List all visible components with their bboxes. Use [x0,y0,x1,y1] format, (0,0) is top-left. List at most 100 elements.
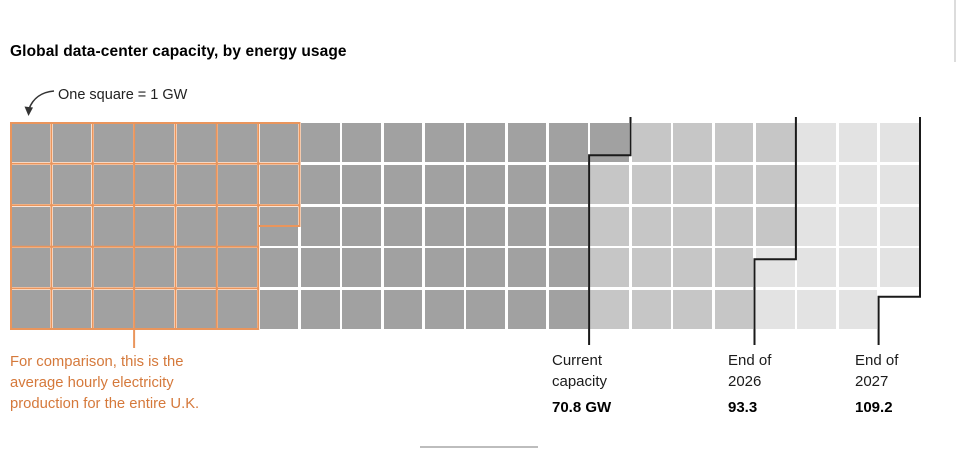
waffle-cell [383,289,423,329]
waffle-cell [673,164,712,204]
scrollbar-artifact-bottom [420,446,538,448]
waffle-cell [797,248,836,288]
waffle-cell [714,248,754,288]
waffle-cell [507,164,547,204]
waffle-cell [94,164,133,204]
waffle-cell [218,164,257,204]
waffle-cell [466,289,506,329]
waffle-cell [135,248,175,288]
waffle-cell [549,248,588,288]
waffle-cell [424,123,464,163]
scrollbar-artifact-right [954,0,956,62]
waffle-cell [838,248,878,288]
waffle-cell [259,164,299,204]
waffle-cell [342,164,381,204]
waffle-cell [673,123,712,163]
waffle-cell [52,123,92,163]
square-legend-note: One square = 1 GW [58,87,188,103]
waffle-cell [176,206,216,246]
waffle-cell [259,206,299,246]
waffle-cell [549,123,588,163]
marker-end-2027: End of 2027 109.2 [855,350,898,418]
waffle-cell [755,206,795,246]
marker-label-line: 2027 [855,373,889,390]
waffle-cell [300,123,340,163]
waffle-cell [838,123,878,163]
marker-end-2026: End of 2026 93.3 [728,350,771,418]
waffle-cell [755,248,795,288]
marker-label-line: End of [728,352,772,369]
waffle-cell [11,289,51,329]
waffle-cell [631,289,671,329]
one-square-arrowhead-icon [24,106,33,116]
waffle-cell [94,289,133,329]
marker-current-capacity: Current capacity 70.8 GW [552,350,611,418]
waffle-cell [424,289,464,329]
waffle-cell [755,289,795,329]
waffle-cell [176,164,216,204]
waffle-cell [259,123,299,163]
waffle-cell [466,248,506,288]
waffle-cell [135,123,175,163]
waffle-cell [631,248,671,288]
marker-value: 70.8 GW [552,399,612,416]
waffle-cell [300,248,340,288]
waffle-cell [52,248,92,288]
waffle-cell [424,164,464,204]
waffle-cell [176,248,216,288]
waffle-cell [879,248,919,288]
waffle-cell [383,164,423,204]
waffle-cell [52,206,92,246]
waffle-cell [590,289,630,329]
waffle-cell [797,164,836,204]
marker-label-line: 2026 [728,373,762,390]
waffle-cell [755,123,795,163]
waffle-cell [300,164,340,204]
waffle-cell [838,206,878,246]
marker-label-line: Current [552,352,603,369]
waffle-cell [714,206,754,246]
waffle-cell [590,123,630,163]
waffle-cell [673,248,712,288]
waffle-cell [838,289,878,329]
waffle-cell [507,289,547,329]
waffle-cell [342,248,381,288]
waffle-cell [259,248,299,288]
waffle-cell [424,206,464,246]
waffle-cell [507,206,547,246]
waffle-cell [218,248,257,288]
waffle-cell [507,248,547,288]
waffle-cell [631,123,671,163]
marker-value: 109.2 [855,399,893,416]
waffle-cell [673,289,712,329]
waffle-cell [797,206,836,246]
one-square-arrow [28,90,55,110]
waffle-cell [135,206,175,246]
waffle-cell [383,206,423,246]
waffle-cell [424,248,464,288]
waffle-cell [383,248,423,288]
waffle-cell [52,289,92,329]
waffle-cell [11,206,51,246]
waffle-cell [797,123,836,163]
waffle-cell [549,206,588,246]
waffle-cell [342,289,381,329]
waffle-cell [673,206,712,246]
uk-note-line: average hourly electricity [10,375,174,391]
waffle-cell [466,206,506,246]
waffle-cell [549,289,588,329]
uk-note-line: For comparison, this is the [10,354,184,370]
waffle-cell [342,123,381,163]
waffle-cell [11,248,51,288]
waffle-cell [11,164,51,204]
waffle-cell [466,123,506,163]
waffle-cell [714,123,754,163]
waffle-cell [94,248,133,288]
waffle-cell [176,123,216,163]
waffle-cell [176,289,216,329]
waffle-cell [466,164,506,204]
chart-title: Global data-center capacity, by energy u… [10,43,347,60]
waffle-cell [714,289,754,329]
waffle-cell [590,164,630,204]
